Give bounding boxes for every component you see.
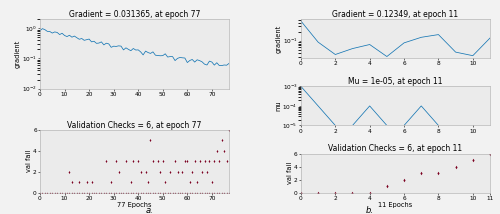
Y-axis label: val fail: val fail bbox=[286, 162, 292, 184]
X-axis label: 77 Epochs: 77 Epochs bbox=[118, 202, 152, 208]
Title: Gradient = 0.12349, at epoch 11: Gradient = 0.12349, at epoch 11 bbox=[332, 10, 458, 19]
Title: Validation Checks = 6, at epoch 77: Validation Checks = 6, at epoch 77 bbox=[68, 120, 202, 129]
Y-axis label: mu: mu bbox=[275, 101, 281, 111]
Text: a.: a. bbox=[146, 206, 154, 214]
Text: b.: b. bbox=[366, 206, 374, 214]
Title: Validation Checks = 6, at epoch 11: Validation Checks = 6, at epoch 11 bbox=[328, 144, 462, 153]
Y-axis label: gradient: gradient bbox=[275, 25, 281, 53]
Y-axis label: gradient: gradient bbox=[14, 40, 20, 68]
Title: Mu = 1e-05, at epoch 11: Mu = 1e-05, at epoch 11 bbox=[348, 77, 442, 86]
Title: Gradient = 0.031365, at epoch 77: Gradient = 0.031365, at epoch 77 bbox=[69, 10, 200, 19]
X-axis label: 11 Epochs: 11 Epochs bbox=[378, 202, 412, 208]
Y-axis label: val fail: val fail bbox=[26, 150, 32, 172]
